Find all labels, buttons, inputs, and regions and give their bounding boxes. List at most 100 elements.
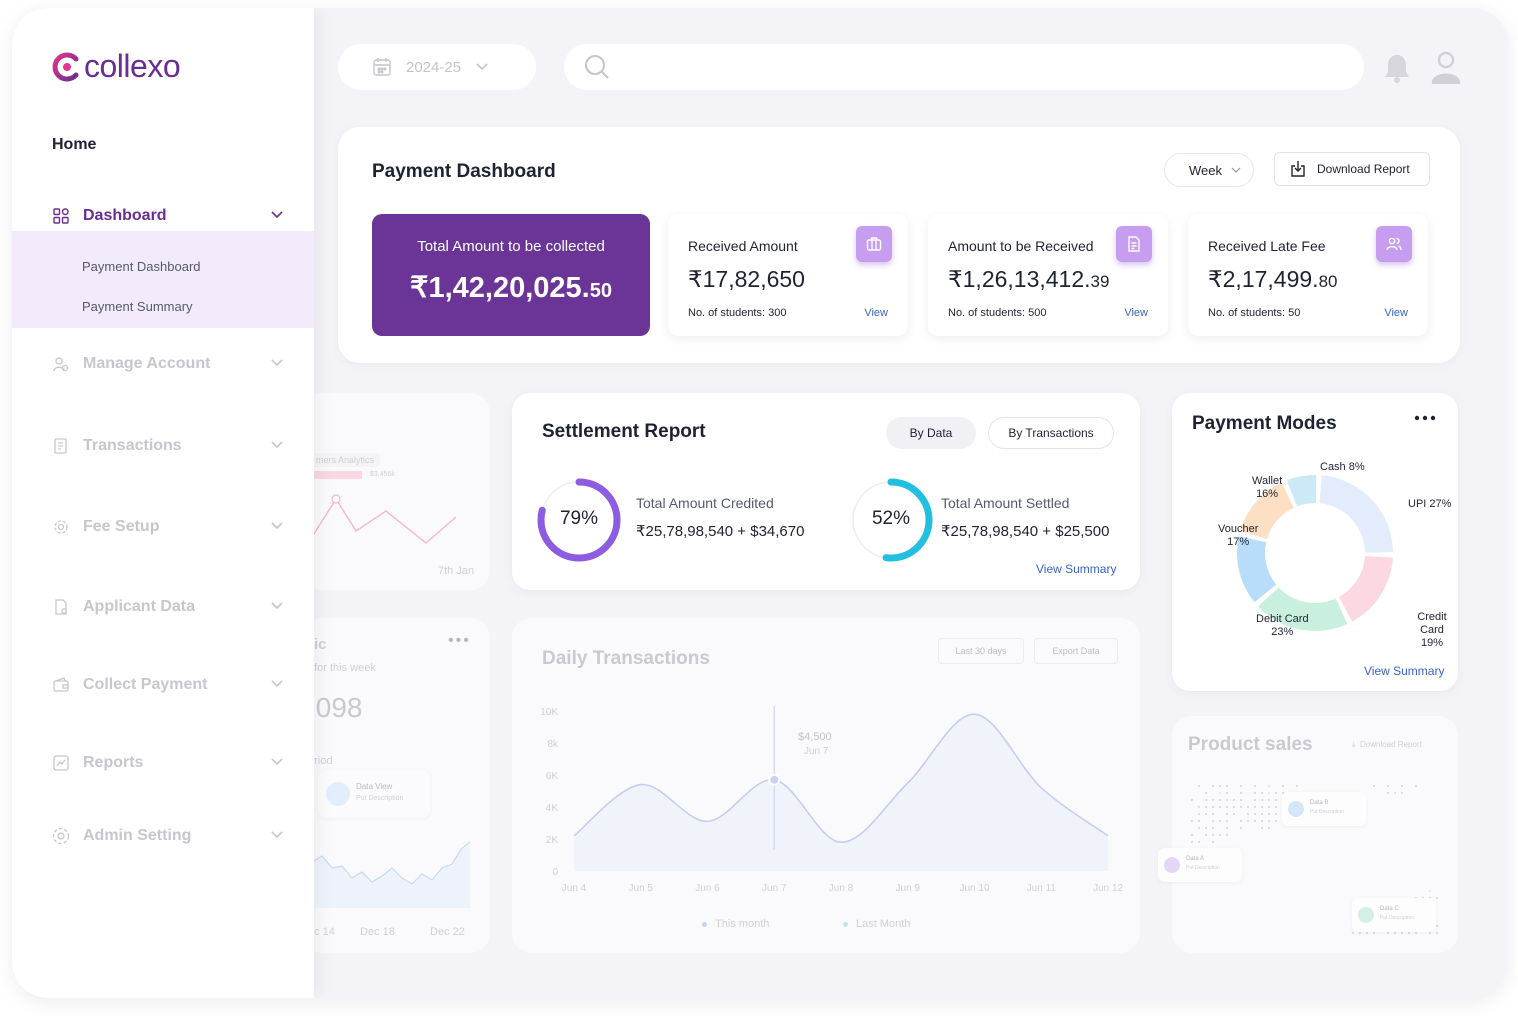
sidebar-item-admin-setting[interactable]: Admin Setting	[52, 822, 284, 850]
range-select[interactable]: Last 30 days	[938, 638, 1024, 664]
briefcase-icon	[856, 226, 892, 262]
x-tick-label: Jun 6	[695, 883, 720, 894]
chevron-down-icon	[271, 680, 283, 688]
data-point-label: Data B	[1310, 800, 1329, 806]
map-dot	[1211, 805, 1215, 809]
sidebar-item-manage-account[interactable]: Manage Account	[52, 350, 284, 378]
settlement-report-card: Settlement Report By Data By Transaction…	[512, 393, 1140, 590]
map-dot	[1414, 784, 1418, 788]
data-point-dot	[1288, 801, 1304, 817]
map-dot	[1400, 791, 1404, 795]
metric-value: ₹2,17,499.80	[1208, 266, 1338, 292]
map-dot	[1372, 784, 1376, 788]
map-dot	[1225, 805, 1229, 809]
period-select[interactable]: Week	[1164, 153, 1254, 187]
view-link[interactable]: View	[864, 307, 888, 319]
grid-icon	[52, 207, 70, 225]
sidebar-item-dashboard[interactable]: Dashboard	[52, 202, 284, 230]
metric-students: No. of students: 50	[1208, 307, 1301, 319]
map-dot	[1267, 826, 1271, 830]
collexo-logo-icon	[52, 52, 79, 81]
sidebar-item-collect-payment[interactable]: Collect Payment	[52, 671, 284, 699]
pie-slice-debit-card	[1258, 587, 1348, 631]
map-dot	[1260, 819, 1264, 823]
sidebar-item-label: Fee Setup	[83, 518, 160, 535]
search-input[interactable]	[622, 59, 1322, 75]
data-view-desc: Put Description	[356, 795, 404, 802]
settled-value: ₹25,78,98,540 + $25,500	[941, 523, 1110, 540]
daily-transactions-chart: 10K 8k 6K 4K 2K 0 Jun 4 Jun 5 Jun 6 Jun 7 Jun 8 Jun…	[540, 706, 1123, 894]
total-amount-card[interactable]: Total Amount to be collected ₹1,42,20,02…	[372, 214, 650, 336]
pie-label: Voucher 17%	[1218, 523, 1259, 548]
sidebar-item-label: Manage Account	[83, 355, 211, 372]
map-dot	[1218, 798, 1222, 802]
download-report-button[interactable]: Download Report	[1274, 152, 1430, 186]
payment-modes-title: Payment Modes	[1192, 413, 1337, 434]
sidebar-item-transactions[interactable]: Transactions	[52, 432, 284, 460]
submenu-payment-dashboard[interactable]: Payment Dashboard	[82, 259, 201, 274]
map-dot	[1274, 798, 1278, 802]
submenu-payment-summary[interactable]: Payment Summary	[82, 299, 193, 314]
map-dot	[1239, 805, 1243, 809]
map-dot	[1232, 812, 1236, 816]
map-dot	[1260, 805, 1264, 809]
settled-percent: 52%	[871, 508, 911, 529]
view-link[interactable]: View	[1124, 307, 1148, 319]
map-dot	[1225, 833, 1229, 837]
tab-by-data[interactable]: By Data	[886, 417, 976, 449]
customers-date: 7th Jan	[438, 565, 475, 577]
map-dot	[1435, 931, 1439, 935]
document-icon	[1116, 226, 1152, 262]
line-point[interactable]	[768, 773, 781, 786]
sidebar-item-fee-setup[interactable]: Fee Setup	[52, 513, 284, 541]
chevron-down-icon	[1231, 167, 1241, 173]
chevron-down-icon	[271, 211, 283, 219]
product-download-button[interactable]: ⤓ Download Report	[1352, 740, 1422, 749]
export-data-button[interactable]: Export Data	[1034, 638, 1118, 664]
tab-by-transactions[interactable]: By Transactions	[988, 417, 1114, 449]
metric-students: No. of students: 300	[688, 307, 787, 319]
map-dot	[1295, 784, 1299, 788]
x-tick-label: Jun 10	[959, 883, 989, 894]
map-dot	[1267, 784, 1271, 788]
map-dot	[1218, 805, 1222, 809]
data-point-desc: Put Description	[1380, 915, 1414, 921]
map-dot	[1267, 805, 1271, 809]
view-link[interactable]: View	[1384, 307, 1408, 319]
map-dot	[1274, 819, 1278, 823]
view-summary-link[interactable]: View Summary	[1036, 562, 1117, 576]
sidebar-item-reports[interactable]: Reports	[52, 749, 284, 777]
view-summary-link[interactable]: View Summary	[1364, 664, 1445, 678]
chevron-down-icon	[271, 602, 283, 610]
legend-last-month: Last Month	[843, 918, 910, 930]
customers-analytics-card: mers Analytics $3,456k 7th Jan	[302, 393, 490, 590]
map-dot	[1225, 819, 1229, 823]
bell-icon[interactable]	[1382, 52, 1412, 84]
map-dot	[1190, 798, 1194, 802]
map-dot	[1351, 931, 1355, 935]
pie-slice-upi	[1319, 475, 1393, 553]
line-series	[573, 713, 1109, 844]
nav-home[interactable]: Home	[52, 136, 97, 153]
map-dot	[1246, 805, 1250, 809]
logo[interactable]: collexo	[50, 48, 181, 85]
pie-slice-credit-card	[1338, 555, 1393, 622]
map-dot	[1274, 791, 1278, 795]
more-icon[interactable]: •••	[448, 632, 471, 649]
map-dot	[1190, 819, 1194, 823]
legend-dot	[702, 921, 707, 927]
map-dot	[1253, 791, 1257, 795]
search-bar[interactable]	[564, 44, 1364, 90]
y-tick-label: 4K	[546, 803, 559, 814]
academic-year-select[interactable]: 2024-25	[338, 44, 536, 90]
data-point-dot	[1164, 857, 1180, 873]
sidebar-item-applicant-data[interactable]: Applicant Data	[52, 593, 284, 621]
map-dot	[1218, 833, 1222, 837]
map-dot	[1260, 812, 1264, 816]
dashboard-submenu: Payment Dashboard Payment Summary	[12, 231, 314, 328]
map-dot	[1218, 791, 1222, 795]
user-avatar-icon[interactable]	[1430, 50, 1462, 84]
more-icon[interactable]	[1414, 415, 1436, 421]
map-dot	[1211, 784, 1215, 788]
map-dot	[1225, 812, 1229, 816]
